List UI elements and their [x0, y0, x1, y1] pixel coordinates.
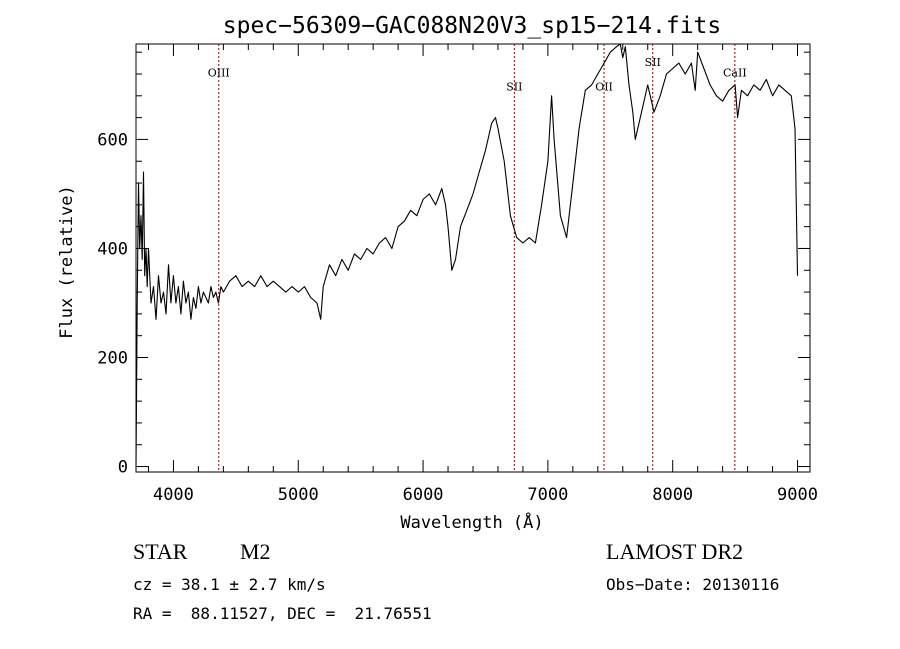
y-tick-label: 0	[118, 458, 128, 478]
object-subclass: M2	[240, 539, 271, 564]
obs-date: Obs−Date: 20130116	[606, 575, 780, 594]
y-tick-label: 200	[97, 349, 128, 369]
spectrum-line	[135, 43, 799, 467]
plot-frame	[135, 43, 811, 473]
spectral-line-label: CaII	[723, 67, 747, 80]
x-axis-label: Wavelength (Å)	[400, 511, 543, 533]
x-tick-label: 7000	[527, 485, 568, 505]
survey-name: LAMOST DR2	[606, 539, 744, 564]
x-tick-label: 8000	[652, 485, 693, 505]
x-tick-label: 4000	[153, 485, 194, 505]
x-tick-label: 5000	[278, 485, 319, 505]
x-tick-label: 6000	[403, 485, 444, 505]
coordinates: RA = 88.11527, DEC = 21.76551	[133, 604, 432, 623]
spectral-line-label: OIII	[208, 67, 230, 80]
spectral-line-label: SII	[506, 80, 522, 93]
plot-area: 4000 5000 6000 7000 8000 9000 0 200 400 600 OIII SI…	[97, 43, 818, 505]
spectral-line-label: SII	[645, 56, 661, 69]
chart-title: spec−56309−GAC088N20V3_sp15−214.fits	[223, 13, 722, 39]
x-tick-label: 9000	[777, 485, 818, 505]
redshift-cz: cz = 38.1 ± 2.7 km/s	[133, 575, 326, 594]
object-type: STAR	[133, 539, 188, 564]
spectral-line-label: OII	[595, 80, 613, 93]
y-tick-label: 400	[97, 239, 128, 259]
y-axis-label: Flux (relative)	[57, 185, 77, 339]
y-tick-label: 600	[97, 130, 128, 150]
